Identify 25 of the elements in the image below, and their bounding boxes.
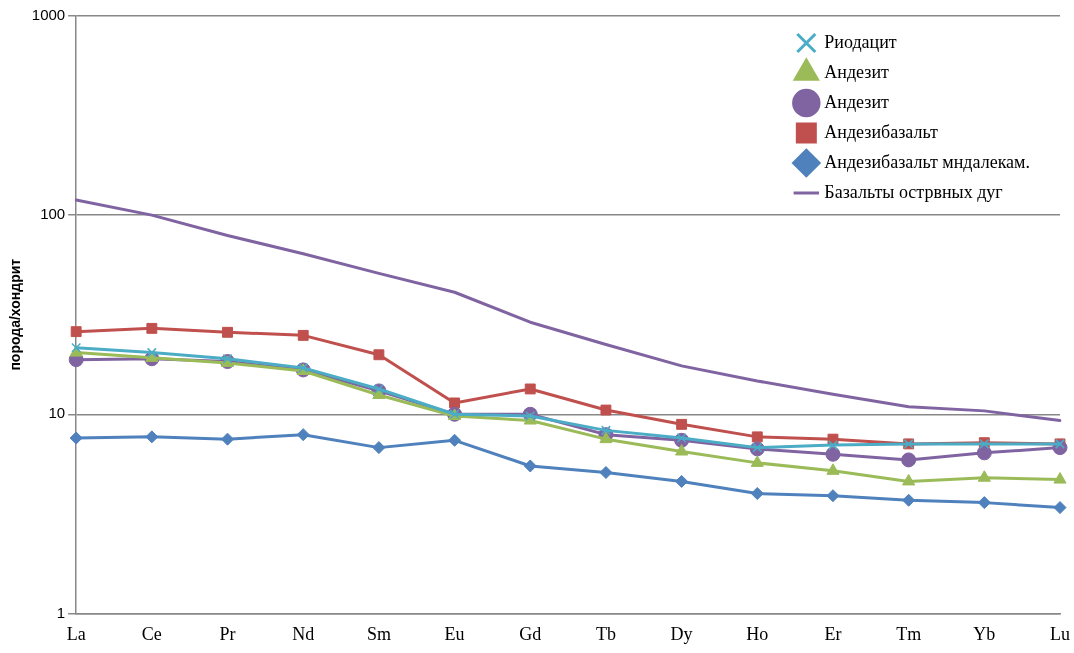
legend-label: Риодацит — [824, 31, 897, 52]
legend-label: Андезит — [824, 61, 890, 82]
x-tick-label: Nd — [292, 623, 315, 644]
legend-label: Андезибазальт — [824, 121, 938, 142]
x-tick-label: Er — [824, 623, 842, 644]
y-tick-label: 10 — [48, 404, 66, 422]
x-tick-label: Tm — [896, 623, 922, 644]
x-tick-label: Dy — [670, 623, 693, 644]
x-tick-label: Gd — [519, 623, 542, 644]
x-tick-label: Lu — [1050, 623, 1070, 644]
y-axis-title: порода/хондрит — [7, 258, 24, 371]
legend-label: Базальты острвных дуг — [824, 181, 1003, 202]
legend-label: Андезит — [824, 91, 890, 112]
legend-label: Андезибазальт мндалекам. — [824, 151, 1031, 172]
x-tick-label: Yb — [973, 623, 996, 644]
x-tick-label: Pr — [219, 623, 236, 644]
x-tick-label: Ho — [746, 623, 769, 644]
x-tick-label: Ce — [141, 623, 162, 644]
x-tick-label: Sm — [366, 623, 391, 644]
y-tick-label: 1000 — [31, 6, 66, 24]
x-tick-label: Eu — [444, 623, 465, 644]
y-tick-label: 1 — [56, 603, 66, 621]
x-tick-label: Tb — [595, 623, 616, 644]
y-tick-label: 100 — [40, 205, 66, 223]
x-tick-label: La — [66, 623, 86, 644]
